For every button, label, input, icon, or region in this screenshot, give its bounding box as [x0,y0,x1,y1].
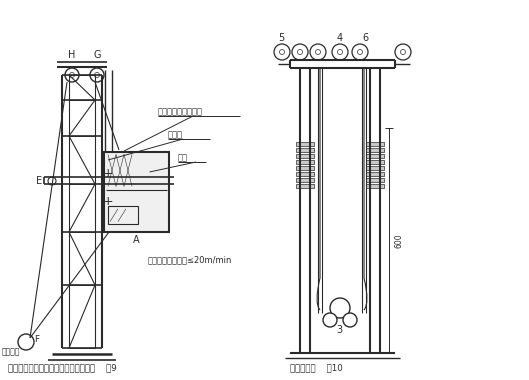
Bar [296,148,314,152]
Circle shape [18,334,34,350]
Circle shape [323,313,337,327]
Bar [366,184,384,188]
Text: +: + [103,167,113,180]
Circle shape [90,68,104,82]
Circle shape [48,177,56,185]
Circle shape [395,44,411,60]
Text: +: + [103,195,113,208]
Circle shape [95,73,99,78]
Bar [108,206,138,224]
Circle shape [338,49,342,54]
Bar [366,172,384,176]
Circle shape [279,49,285,54]
Text: 4: 4 [337,33,343,43]
Bar [104,152,169,232]
Circle shape [297,49,303,54]
Text: A: A [133,235,139,245]
Circle shape [69,73,75,78]
Text: G: G [93,50,101,60]
Bar [366,166,384,170]
Circle shape [65,68,79,82]
Text: 5: 5 [278,33,284,43]
Text: E: E [36,176,42,186]
Bar [296,172,314,176]
Text: 注：起吊速度必须≤20m/min: 注：起吊速度必须≤20m/min [148,255,232,264]
Circle shape [330,298,350,318]
Text: 至卷扬机: 至卷扬机 [2,347,21,356]
Text: 吊装标准节、耐墙架、天轮架等示意图    图9: 吊装标准节、耐墙架、天轮架等示意图 图9 [8,364,116,372]
Bar [366,160,384,164]
Circle shape [274,44,290,60]
Text: 吊笼: 吊笼 [178,154,188,163]
Circle shape [352,44,368,60]
Text: H: H [68,50,75,60]
Bar [366,142,384,146]
Text: F: F [34,336,39,345]
Bar [296,160,314,164]
Text: 后立柱: 后立柱 [168,130,183,139]
Text: 600: 600 [395,233,404,248]
Bar [296,166,314,170]
Bar [296,184,314,188]
Text: 6: 6 [362,33,368,43]
Text: 3: 3 [336,325,342,335]
Bar [296,178,314,182]
Text: 安装钢丝绳    图10: 安装钢丝绳 图10 [290,364,343,372]
Text: 吊笼顶部安全构位置: 吊笼顶部安全构位置 [158,108,203,117]
Bar [296,142,314,146]
Bar [366,178,384,182]
Circle shape [310,44,326,60]
Bar [296,154,314,158]
Bar [366,154,384,158]
Circle shape [343,313,357,327]
Circle shape [332,44,348,60]
Circle shape [292,44,308,60]
Circle shape [358,49,362,54]
Circle shape [315,49,321,54]
Circle shape [400,49,406,54]
Bar [366,148,384,152]
